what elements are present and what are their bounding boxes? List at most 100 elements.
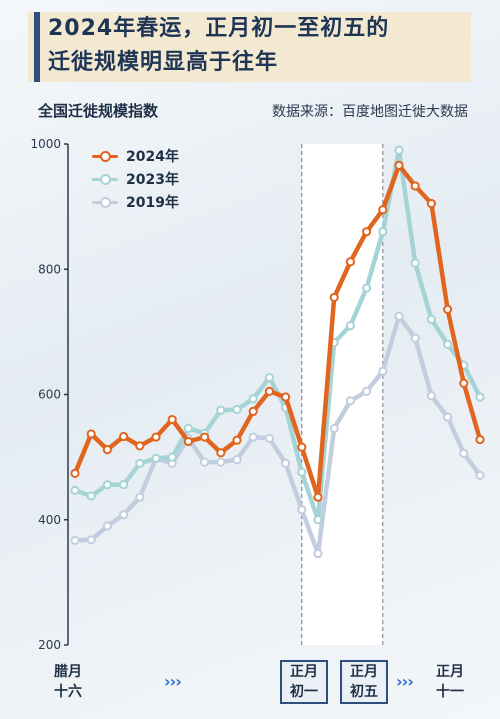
point-2019-0 xyxy=(70,535,80,546)
point-2024-13 xyxy=(281,392,291,402)
y-tick-label-600: 600 xyxy=(38,388,61,402)
point-2023-22 xyxy=(426,314,436,324)
point-2024-0 xyxy=(70,468,80,479)
legend-label-2023: 2023年 xyxy=(126,171,179,188)
point-2024-14 xyxy=(297,442,307,452)
legend-item-2024: 2024年 xyxy=(92,144,179,167)
point-2019-14 xyxy=(297,505,307,515)
point-2019-23 xyxy=(443,412,453,422)
data-source: 数据来源：百度地图迁徙大数据 xyxy=(272,104,468,120)
x-label-day5: 正月 初五 xyxy=(340,660,388,704)
point-2019-12 xyxy=(264,433,274,443)
point-2019-16 xyxy=(329,423,339,433)
point-2024-12 xyxy=(264,386,274,396)
title-line-1: 2024年春运，正月初一至初五的 xyxy=(48,16,390,41)
point-2019-13 xyxy=(281,458,291,468)
point-2024-7 xyxy=(183,436,193,447)
point-2023-7 xyxy=(183,423,193,433)
x-label-end: 正月 十一 xyxy=(428,662,472,702)
y-tick-label-1000: 1000 xyxy=(30,137,61,151)
title-box xyxy=(28,12,471,82)
y-tick-label-200: 200 xyxy=(38,638,61,652)
point-2023-4 xyxy=(135,458,145,468)
point-2024-6 xyxy=(167,414,177,425)
point-2023-18 xyxy=(362,283,372,293)
point-2019-22 xyxy=(426,391,436,401)
point-2019-17 xyxy=(345,396,355,406)
legend-item-2019: 2019年 xyxy=(92,190,179,213)
point-2023-25 xyxy=(475,392,485,402)
point-2019-18 xyxy=(362,386,372,396)
legend-swatch-2024 xyxy=(92,149,118,163)
point-2023-1 xyxy=(86,491,96,501)
point-2024-25 xyxy=(475,434,485,445)
legend-swatch-2019 xyxy=(92,195,118,209)
x-label-end-line1: 正月 xyxy=(436,664,464,680)
point-2019-15 xyxy=(313,548,323,559)
point-2023-2 xyxy=(102,480,113,490)
point-2024-8 xyxy=(200,432,210,442)
point-2019-1 xyxy=(86,535,96,545)
x-label-start: 腊月 十六 xyxy=(46,662,90,702)
arrows-2: ››› xyxy=(396,672,414,691)
point-2019-25 xyxy=(475,470,485,480)
point-2024-15 xyxy=(313,492,323,502)
point-2023-23 xyxy=(443,339,453,349)
point-2024-3 xyxy=(119,431,129,442)
point-2019-21 xyxy=(410,333,420,343)
x-label-start-line1: 腊月 xyxy=(54,664,82,680)
x-label-day5-line1: 正月 xyxy=(350,664,378,680)
point-2024-5 xyxy=(151,432,161,442)
point-2019-11 xyxy=(248,432,258,442)
point-2024-11 xyxy=(248,406,258,417)
point-2019-24 xyxy=(459,448,469,458)
point-2019-8 xyxy=(200,457,210,467)
x-label-day1: 正月 初一 xyxy=(280,660,328,704)
legend-label-2024: 2024年 xyxy=(126,148,179,165)
point-2019-4 xyxy=(135,492,145,502)
point-2023-20 xyxy=(394,145,404,155)
point-2024-16 xyxy=(329,292,339,303)
point-2024-21 xyxy=(410,181,420,191)
point-2019-9 xyxy=(216,457,226,467)
point-2024-10 xyxy=(232,435,242,445)
point-2023-6 xyxy=(167,452,177,462)
x-label-day5-line2: 初五 xyxy=(350,684,378,700)
legend-swatch-2023 xyxy=(92,172,118,186)
point-2024-19 xyxy=(378,205,388,215)
point-2024-1 xyxy=(86,429,96,439)
point-2023-17 xyxy=(345,321,355,331)
point-2024-24 xyxy=(459,378,469,388)
chart-title: 2024年春运，正月初一至初五的 迁徙规模明显高于往年 xyxy=(48,12,468,80)
highlight-band xyxy=(301,144,383,645)
legend-item-2023: 2023年 xyxy=(92,167,179,190)
point-2019-10 xyxy=(232,455,242,465)
point-2024-23 xyxy=(443,304,453,314)
point-2024-17 xyxy=(345,257,355,267)
point-2023-3 xyxy=(119,480,129,490)
series-line-2019 xyxy=(72,313,483,556)
title-line-2: 迁徙规模明显高于往年 xyxy=(48,50,279,75)
point-2024-4 xyxy=(135,441,145,451)
point-2023-12 xyxy=(264,372,274,383)
point-2019-3 xyxy=(119,510,129,520)
point-2024-18 xyxy=(362,227,372,237)
point-2023-19 xyxy=(378,227,388,237)
legend-label-2019: 2019年 xyxy=(126,194,179,211)
arrows-1: ››› xyxy=(164,672,182,691)
point-2023-0 xyxy=(70,485,80,495)
point-2024-20 xyxy=(394,160,404,170)
x-label-start-line2: 十六 xyxy=(54,684,82,700)
point-2024-2 xyxy=(102,445,113,455)
legend: 2024年 2023年 2019年 xyxy=(92,144,179,213)
title-accent-bar xyxy=(34,12,40,82)
point-2023-15 xyxy=(313,515,323,525)
point-2023-14 xyxy=(297,467,307,477)
y-tick-label-800: 800 xyxy=(38,262,61,276)
y-tick-label-400: 400 xyxy=(38,513,61,527)
point-2024-9 xyxy=(216,448,226,458)
point-2023-10 xyxy=(232,404,242,415)
point-2024-22 xyxy=(426,198,436,209)
